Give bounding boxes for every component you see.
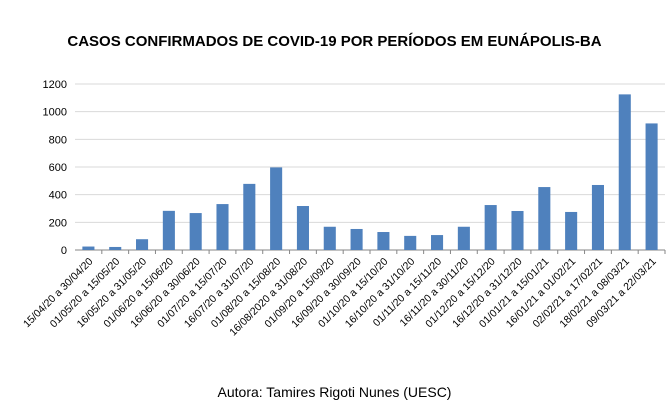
y-tick-label: 1200 — [43, 79, 67, 91]
bar — [109, 246, 122, 250]
y-tick-label: 600 — [49, 162, 67, 174]
bar — [565, 211, 578, 250]
bar — [591, 184, 604, 250]
y-tick-label: 0 — [61, 245, 67, 257]
bar — [431, 235, 444, 250]
bar — [162, 210, 175, 250]
bar — [511, 210, 524, 250]
bar — [323, 226, 336, 250]
bar — [350, 228, 363, 250]
y-tick-label: 800 — [49, 134, 67, 146]
bar — [296, 206, 309, 250]
bar — [645, 123, 658, 250]
bar — [404, 235, 417, 250]
bar — [377, 232, 390, 250]
chart-title: CASOS CONFIRMADOS DE COVID-19 POR PERÍOD… — [67, 33, 602, 50]
bar — [618, 94, 631, 250]
bar — [457, 226, 470, 250]
bar — [484, 205, 497, 250]
y-tick-label: 400 — [49, 190, 67, 202]
bars — [82, 94, 658, 250]
y-tick-label: 200 — [49, 217, 67, 229]
bar — [189, 213, 202, 250]
y-axis: 0 200 400 600 800 1000 1200 — [43, 79, 67, 257]
bar — [216, 204, 229, 250]
bar — [538, 187, 551, 250]
bar — [136, 239, 149, 250]
bar — [82, 246, 95, 250]
bar — [243, 183, 256, 250]
chart-caption: Autora: Tamires Rigoti Nunes (UESC) — [217, 384, 452, 400]
y-tick-label: 1000 — [43, 107, 67, 119]
bar — [270, 167, 283, 250]
